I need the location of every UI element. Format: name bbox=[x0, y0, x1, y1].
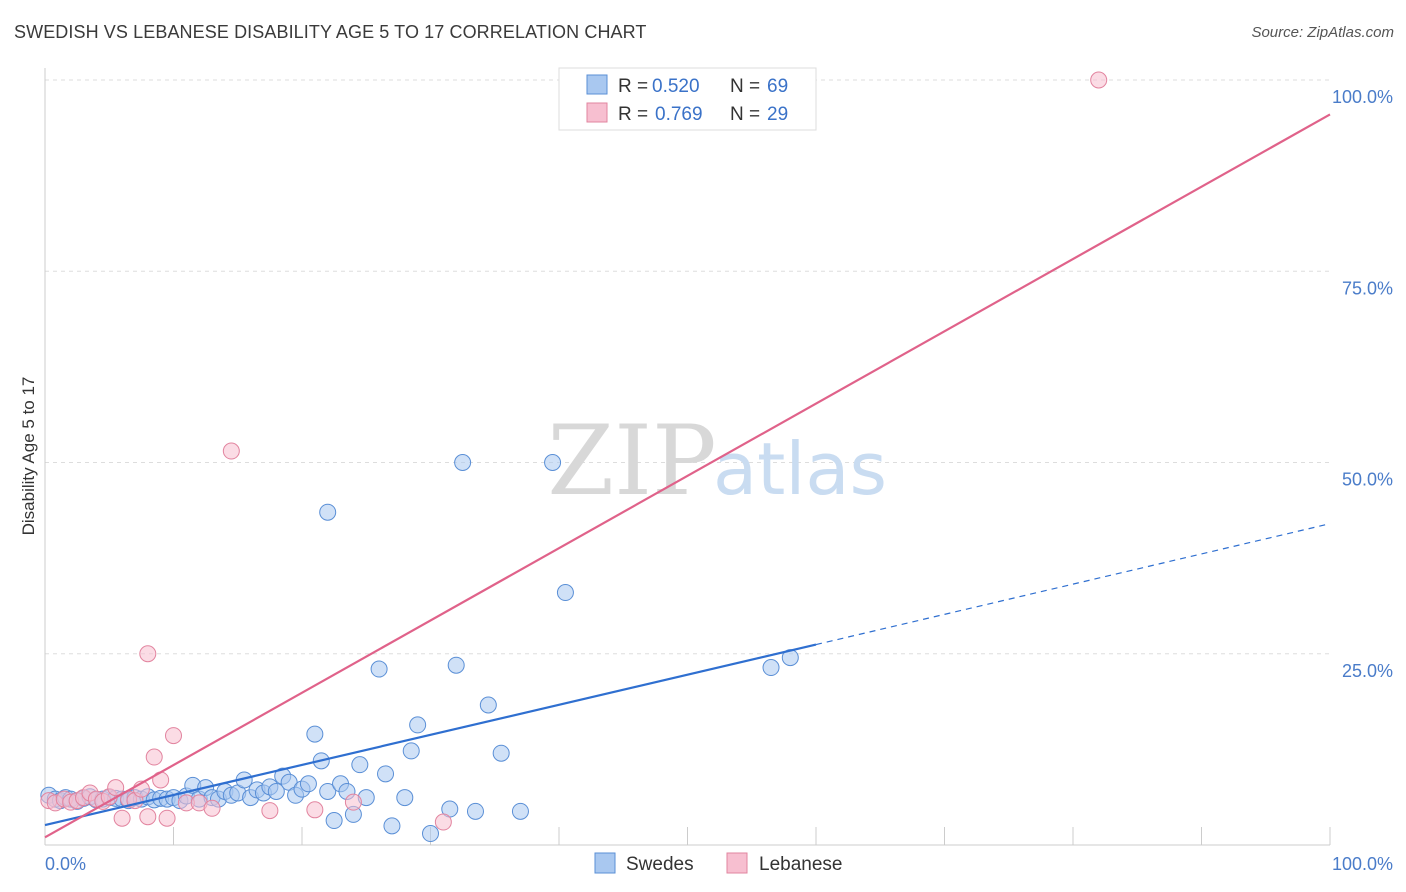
y-tick-label: 75.0% bbox=[1342, 278, 1393, 298]
swedes-point bbox=[351, 756, 369, 774]
lebanese-point bbox=[344, 793, 362, 811]
lebanese-point bbox=[139, 808, 157, 826]
watermark: ZIP atlas bbox=[547, 405, 887, 517]
lebanese-point bbox=[165, 727, 182, 745]
bottom-legend-label-lebanese: Lebanese bbox=[759, 854, 842, 875]
legend-swedes-n-value: 69 bbox=[767, 76, 788, 97]
swedes-point bbox=[319, 503, 337, 521]
scatter-points bbox=[40, 71, 1108, 843]
watermark-atlas: atlas bbox=[713, 427, 887, 511]
swedes-point bbox=[466, 802, 484, 820]
legend-swedes-r-label: R = bbox=[618, 76, 648, 97]
legend-lebanese-r-label: R = bbox=[618, 104, 648, 125]
bottom-legend-label-swedes: Swedes bbox=[626, 854, 694, 875]
swedes-point bbox=[556, 584, 574, 602]
swedes-point bbox=[377, 765, 395, 783]
y-tick-label: 50.0% bbox=[1342, 470, 1393, 490]
legend-swedes-n-label: N = bbox=[730, 76, 760, 97]
lebanese-point bbox=[139, 645, 157, 663]
swedes-point bbox=[511, 802, 529, 820]
x-tick-label-max: 100.0% bbox=[1332, 854, 1393, 874]
legend-lebanese-r-value: 0.769 bbox=[655, 104, 703, 125]
lebanese-point bbox=[107, 779, 125, 797]
lebanese-point bbox=[1090, 71, 1108, 89]
bottom-legend: Swedes Lebanese bbox=[594, 852, 842, 875]
chart-title: SWEDISH VS LEBANESE DISABILITY AGE 5 TO … bbox=[14, 22, 647, 42]
legend-swedes-r-value: 0.520 bbox=[652, 76, 700, 97]
swedes-point bbox=[492, 744, 510, 762]
x-tick-labels: 0.0% 100.0% bbox=[45, 854, 1393, 874]
legend-swatch-lebanese bbox=[586, 102, 608, 123]
lebanese-point bbox=[261, 802, 279, 820]
swedes-trend-extension bbox=[815, 523, 1331, 646]
lebanese-point bbox=[222, 442, 240, 460]
source-credit: Source: ZipAtlas.com bbox=[1251, 24, 1394, 41]
lebanese-trend-line bbox=[44, 113, 1331, 839]
swedes-point bbox=[383, 817, 401, 835]
watermark-zip: ZIP bbox=[547, 405, 716, 517]
lebanese-point bbox=[306, 801, 324, 819]
grid-lines bbox=[45, 79, 1330, 655]
swedes-point bbox=[402, 742, 420, 760]
bottom-legend-swatch-lebanese bbox=[726, 852, 748, 874]
swedes-point bbox=[409, 716, 427, 734]
legend-swatch-swedes bbox=[586, 74, 608, 95]
lebanese-point bbox=[434, 813, 452, 831]
bottom-legend-swatch-swedes bbox=[594, 852, 616, 874]
swedes-point bbox=[479, 696, 497, 714]
swedes-point bbox=[762, 659, 780, 677]
y-axis-title: Disability Age 5 to 17 bbox=[19, 377, 38, 536]
swedes-point bbox=[325, 812, 343, 830]
swedes-point bbox=[370, 660, 388, 678]
swedes-trend-line bbox=[44, 643, 817, 827]
legend: R = 0.520 N = 69 R = 0.769 N = 29 bbox=[558, 67, 817, 131]
lebanese-point bbox=[145, 748, 163, 766]
axes bbox=[44, 68, 1331, 846]
y-tick-label: 25.0% bbox=[1342, 661, 1393, 681]
legend-lebanese-n-value: 29 bbox=[767, 104, 788, 125]
y-tick-labels: 25.0% 50.0% 75.0% 100.0% bbox=[1332, 87, 1393, 681]
swedes-point bbox=[306, 725, 324, 743]
swedes-point bbox=[447, 656, 465, 674]
legend-lebanese-n-label: N = bbox=[730, 104, 760, 125]
y-tick-label: 100.0% bbox=[1332, 87, 1393, 107]
lebanese-point bbox=[158, 809, 176, 827]
lebanese-point bbox=[113, 809, 131, 827]
trend-lines bbox=[44, 113, 1331, 839]
swedes-point bbox=[454, 454, 472, 471]
swedes-point bbox=[267, 782, 285, 800]
x-tick-label-min: 0.0% bbox=[45, 854, 86, 874]
swedes-point bbox=[544, 454, 562, 471]
swedes-point bbox=[422, 825, 439, 843]
lebanese-point bbox=[203, 799, 221, 817]
swedes-point bbox=[396, 789, 414, 807]
swedes-point bbox=[299, 775, 317, 793]
swedes-point bbox=[319, 782, 337, 800]
